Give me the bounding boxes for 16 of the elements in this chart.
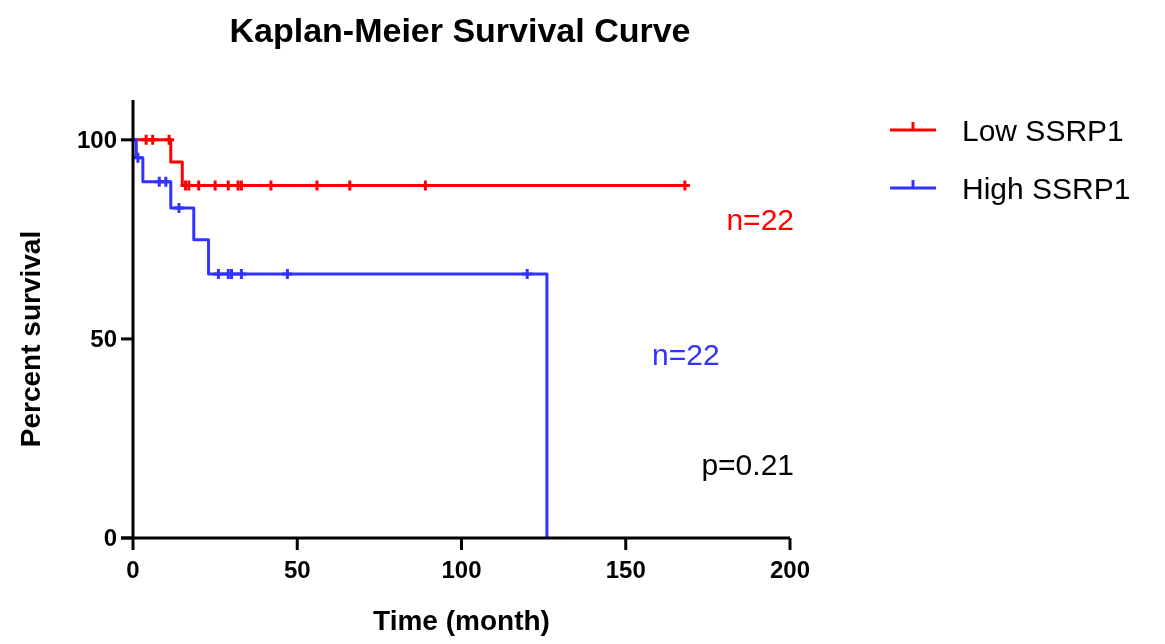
- y-axis-title: Percent survival: [15, 230, 46, 448]
- x-tick-label: 50: [283, 556, 311, 583]
- annotation: p=0.21: [701, 448, 794, 481]
- legend-label: Low SSRP1: [962, 113, 1124, 147]
- legend-label: High SSRP1: [962, 171, 1131, 205]
- y-tick-label: 0: [103, 524, 117, 552]
- x-axis-title: Time (month): [373, 605, 550, 636]
- annotation: n=22: [726, 203, 794, 236]
- y-tick-label: 50: [90, 325, 117, 353]
- annotation: n=22: [652, 338, 720, 371]
- y-tick-label: 100: [76, 126, 117, 154]
- x-tick-label: 100: [441, 556, 482, 583]
- x-tick-label: 0: [126, 556, 140, 583]
- x-tick-label: 200: [769, 556, 811, 583]
- chart-title: Kaplan-Meier Survival Curve: [229, 11, 691, 49]
- x-tick-label: 150: [605, 556, 646, 583]
